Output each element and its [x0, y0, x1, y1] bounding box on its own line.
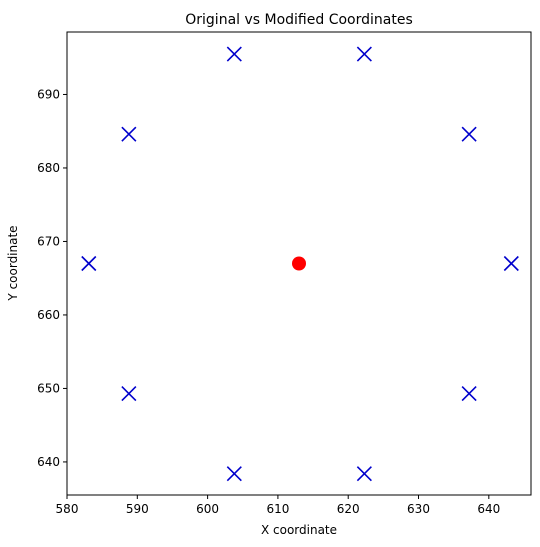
modified-point-x-marker [461, 126, 477, 142]
modified-point-x-marker [121, 386, 137, 402]
modified-point-x-marker [226, 46, 242, 62]
y-tick-label: 690 [37, 87, 60, 101]
data-points [81, 46, 519, 482]
x-tick-label: 630 [407, 502, 430, 516]
modified-point-x-marker [356, 46, 372, 62]
modified-point-x-marker [503, 255, 519, 272]
modified-point-x-marker [226, 466, 242, 482]
x-tick-label: 600 [196, 502, 219, 516]
x-tick-label: 640 [477, 502, 500, 516]
y-tick-label: 680 [37, 161, 60, 175]
y-tick-label: 670 [37, 234, 60, 248]
y-tick-label: 640 [37, 455, 60, 469]
x-axis-label: X coordinate [261, 523, 337, 537]
x-tick-label: 590 [126, 502, 149, 516]
y-tick-label: 660 [37, 308, 60, 322]
modified-point-x-marker [461, 386, 477, 402]
x-tick-label: 620 [337, 502, 360, 516]
modified-point-x-marker [121, 126, 137, 142]
chart-title: Original vs Modified Coordinates [185, 12, 413, 28]
y-tick-label: 650 [37, 381, 60, 395]
plot-area-frame [66, 31, 532, 496]
axis-ticks: 580 590 600 610 620 630 640 640 650 660 670 680 690 [37, 87, 500, 516]
modified-point-x-marker [81, 255, 97, 272]
y-axis-label: Y coordinate [6, 225, 20, 301]
x-tick-label: 610 [266, 502, 289, 516]
center-point [292, 256, 306, 271]
modified-point-x-marker [356, 466, 372, 482]
x-tick-label: 580 [56, 502, 79, 516]
